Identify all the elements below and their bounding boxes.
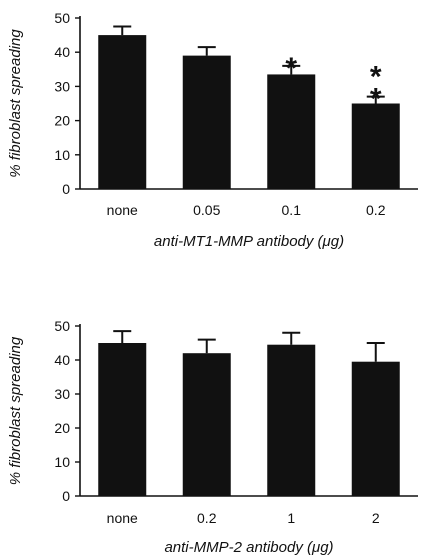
- y-tick-label: 10: [54, 454, 70, 470]
- bar: [182, 353, 231, 496]
- y-tick-label: 0: [62, 181, 70, 197]
- y-axis-title: % fibroblast spreading: [7, 29, 24, 178]
- x-tick-label: 1: [287, 510, 295, 526]
- x-tick-label: none: [107, 202, 138, 218]
- x-axis-title: anti-MT1-MMP antibody (μg): [154, 233, 344, 250]
- x-tick-label: 0.05: [193, 202, 220, 218]
- y-tick-label: 20: [54, 113, 70, 129]
- bar: [267, 344, 316, 496]
- bar: [98, 35, 147, 189]
- significance-mark: *: [370, 83, 382, 116]
- x-tick-label: 0.2: [366, 202, 386, 218]
- y-tick-label: 20: [54, 420, 70, 436]
- y-axis-title: % fibroblast spreading: [7, 336, 24, 485]
- bar: [351, 103, 400, 189]
- y-tick-label: 10: [54, 147, 70, 163]
- x-tick-label: 0.1: [282, 202, 302, 218]
- bar: [98, 343, 147, 496]
- x-tick-label: none: [107, 510, 138, 526]
- chart-panel-2: 0 10 20 30 40 50 none 0.2 1 2 anti-MMP-2 antibody …: [7, 318, 418, 556]
- significance-mark: *: [370, 61, 382, 94]
- x-tick-label: 0.2: [197, 510, 217, 526]
- x-axis-title: anti-MMP-2 antibody (μg): [164, 539, 333, 556]
- y-tick-label: 50: [54, 318, 70, 334]
- bar: [182, 55, 231, 190]
- y-tick-label: 0: [62, 488, 70, 504]
- significance-mark: *: [285, 52, 297, 85]
- y-tick-label: 30: [54, 386, 70, 402]
- y-tick-label: 40: [54, 352, 70, 368]
- bar: [267, 74, 316, 189]
- y-tick-label: 50: [54, 10, 70, 26]
- x-tick-label: 2: [372, 510, 380, 526]
- y-tick-label: 30: [54, 78, 70, 94]
- bar: [351, 361, 400, 496]
- y-tick-label: 40: [54, 44, 70, 60]
